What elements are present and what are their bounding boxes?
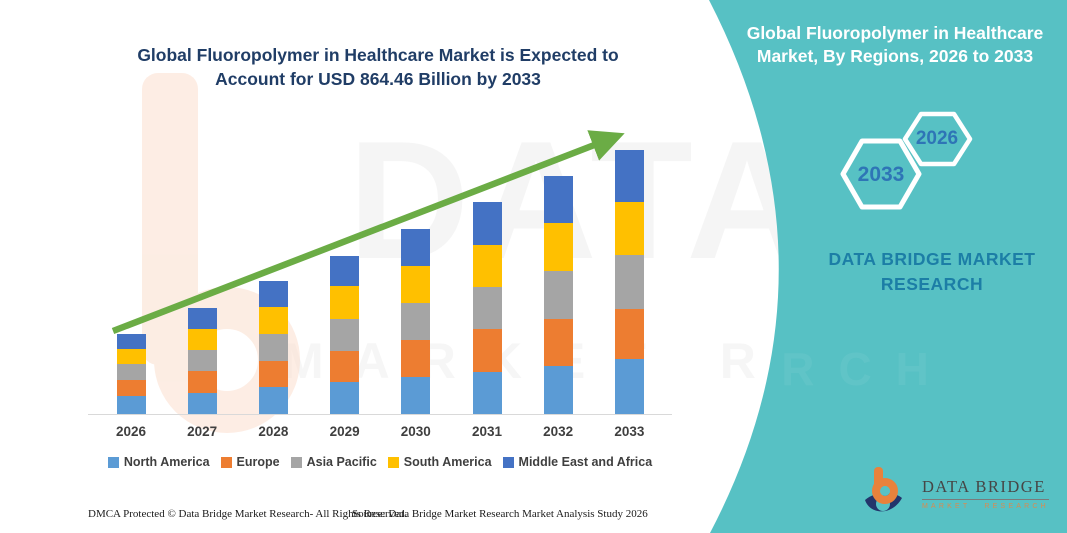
legend-swatch-icon <box>387 456 399 468</box>
bar-segment <box>330 381 360 414</box>
brand-text: DATA BRIDGE MARKET RESEARCH <box>828 249 1036 295</box>
logo-name: DATA BRIDGE <box>922 477 1049 500</box>
legend-item: North America <box>107 455 210 469</box>
x-axis-label-2030: 2030 <box>400 424 431 439</box>
bar-segment <box>187 371 217 393</box>
bar-segment <box>614 308 644 359</box>
legend-label: South America <box>403 455 492 469</box>
bar-segment <box>187 349 217 372</box>
data-bridge-logo: DATA BRIDGE MARKET RESEARCH <box>856 464 1049 522</box>
legend-swatch-icon <box>220 456 232 468</box>
right-panel-title-line2: Market, By Regions, 2026 to 2033 <box>756 46 1034 67</box>
logo-b-icon <box>865 467 902 512</box>
x-axis-labels: 2026 2027 2028 2029 2030 2031 2032 2033 <box>88 424 672 442</box>
legend-label: North America <box>123 455 210 469</box>
bar-2026 <box>116 333 146 414</box>
hexagon-large <box>840 138 922 210</box>
bar-segment <box>116 396 146 414</box>
bar-segment <box>614 201 644 256</box>
watermark-teal-text: ARCH <box>724 343 953 395</box>
bar-segment <box>472 371 502 414</box>
x-axis-label-2027: 2027 <box>187 424 218 439</box>
bar-segment <box>116 364 146 381</box>
bar-segment <box>187 392 217 414</box>
right-panel-title: Global Fluoropolymer in Healthcare Marke… <box>742 22 1048 68</box>
bar-segment <box>116 333 146 350</box>
logo-subtitle: MARKET RESEARCH <box>922 502 1049 510</box>
x-axis-label-2032: 2032 <box>543 424 574 439</box>
x-axis-label-2026: 2026 <box>115 424 147 439</box>
footer-dmca-text: DMCA Protected © Data Bridge Market Rese… <box>88 508 408 520</box>
bar-segment <box>543 366 573 414</box>
bar-segment <box>330 351 360 382</box>
x-axis-label-2031: 2031 <box>471 424 503 439</box>
bar-segment <box>187 328 217 350</box>
bar-segment <box>116 349 146 365</box>
legend-swatch-icon <box>290 456 302 468</box>
hexagon-year-2026: 2026 <box>915 128 959 149</box>
legend-item: Europe <box>220 455 280 469</box>
bar-segment <box>116 380 146 397</box>
legend-label: Middle East and Africa <box>518 455 653 469</box>
right-panel-title-line1: Global Fluoropolymer in Healthcare <box>746 23 1044 43</box>
bar-segment <box>401 339 431 377</box>
x-axis-label-2029: 2029 <box>329 424 360 439</box>
chart-title-line2: Account for USD 864.46 Billion by 2033 <box>215 68 541 89</box>
bar-segment <box>472 329 502 372</box>
hexagon-year-2033: 2033 <box>857 163 905 186</box>
x-axis-label-2028: 2028 <box>258 424 289 439</box>
legend-swatch-icon <box>107 456 119 468</box>
legend-label: Europe <box>236 455 280 469</box>
bar-segment <box>614 255 644 309</box>
chart-legend: North America Europe Asia Pacific South Ame… <box>84 455 676 469</box>
data-bridge-logo-icon <box>856 464 914 522</box>
bar-segment <box>401 376 431 414</box>
footer-source-text: Source: Data Bridge Market Research Mark… <box>352 508 648 520</box>
legend-label: Asia Pacific <box>306 455 377 469</box>
legend-item: Asia Pacific <box>290 455 377 469</box>
bar-segment <box>258 360 288 388</box>
chart-title-line1: Global Fluoropolymer in Healthcare Marke… <box>137 45 619 65</box>
legend-swatch-icon <box>502 456 514 468</box>
bar-segment <box>614 358 644 414</box>
legend-item: Middle East and Africa <box>502 455 653 469</box>
bar-segment <box>258 334 288 361</box>
bar-segment <box>258 387 288 414</box>
hexagon-small <box>902 111 973 167</box>
chart-title: Global Fluoropolymer in Healthcare Marke… <box>118 44 638 91</box>
legend-item: South America <box>387 455 492 469</box>
x-axis-label-2033: 2033 <box>614 424 645 439</box>
data-bridge-logo-text: DATA BRIDGE MARKET RESEARCH <box>922 477 1049 510</box>
